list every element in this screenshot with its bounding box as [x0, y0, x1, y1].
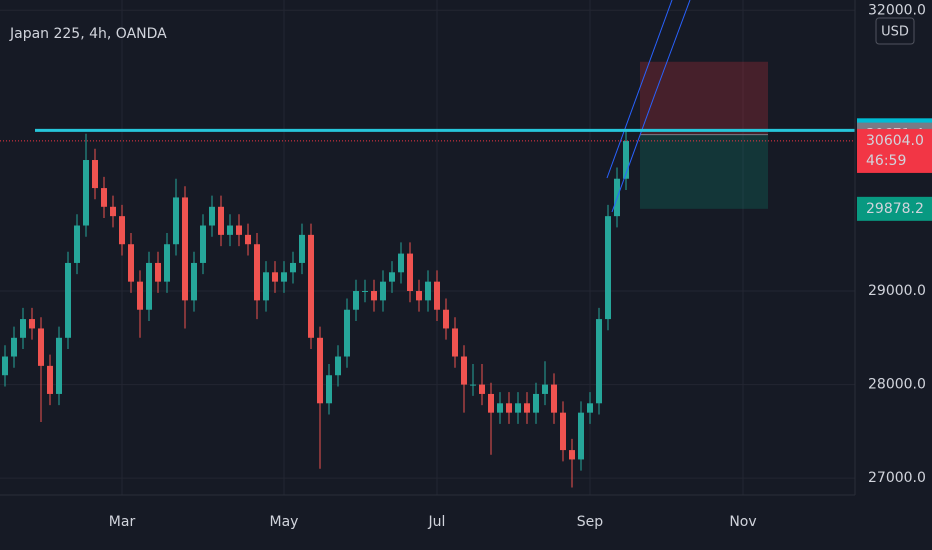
candle-body: [380, 281, 386, 301]
price-label-box: [857, 128, 932, 173]
candle-body: [560, 412, 566, 451]
candle-body: [164, 244, 170, 282]
position: [640, 61, 768, 209]
candle-body: [344, 309, 350, 357]
price-label: 30604.0: [866, 133, 924, 149]
candle-body: [281, 272, 287, 282]
candle-body: [218, 206, 224, 235]
candle-body: [191, 262, 197, 301]
candle-body: [74, 225, 80, 263]
candle-body: [542, 384, 548, 394]
candle-body: [569, 450, 575, 460]
candle-body: [137, 281, 143, 310]
candle-body: [443, 309, 449, 329]
trend-line: [606, 0, 673, 179]
candle-body: [83, 160, 89, 226]
candle-body: [317, 337, 323, 404]
candle-body: [146, 262, 152, 310]
candle-body: [371, 291, 377, 301]
x-tick-label: Nov: [729, 514, 756, 530]
candle-body: [263, 272, 269, 301]
trend-line: [654, 0, 691, 95]
levels: [0, 128, 855, 142]
candle-body: [587, 403, 593, 413]
candle-body: [461, 356, 467, 385]
candle-body: [434, 281, 440, 310]
candle-body: [227, 225, 233, 235]
x-tick-label: Mar: [109, 514, 136, 530]
candle-body: [38, 328, 44, 366]
candle-body: [299, 234, 305, 263]
candle-body: [425, 281, 431, 301]
candle-body: [488, 393, 494, 413]
candle-body: [362, 291, 368, 293]
candle-body: [65, 262, 71, 338]
candle-body: [479, 384, 485, 394]
candle-body: [11, 337, 17, 357]
candle-body: [245, 234, 251, 245]
candle-body: [308, 234, 314, 338]
candles: [2, 130, 629, 488]
candle-body: [578, 412, 584, 460]
candle-body: [596, 319, 602, 404]
candle-body: [506, 403, 512, 413]
candle-body: [389, 272, 395, 282]
candle-body: [110, 206, 116, 217]
stop-zone: [640, 61, 768, 135]
time-axis: [0, 495, 855, 550]
candle-body: [101, 188, 107, 207]
x-tick-label: Jul: [428, 514, 446, 530]
candle-body: [497, 403, 503, 413]
y-tick-label: 32000.0: [868, 2, 926, 18]
candle-body: [290, 262, 296, 273]
y-tick-label: 28000.0: [868, 377, 926, 393]
candle-body: [236, 225, 242, 235]
candle-body: [92, 160, 98, 189]
candle-body: [272, 272, 278, 282]
candle-body: [20, 319, 26, 338]
candle-body: [353, 291, 359, 310]
candle-body: [254, 244, 260, 301]
candle-body: [416, 291, 422, 301]
candle-body: [173, 197, 179, 245]
candle-body: [209, 206, 215, 226]
price-label-box: [857, 196, 932, 221]
currency[interactable]: USD: [881, 25, 909, 40]
candle-body: [128, 244, 134, 282]
y-tick-label: 27000.0: [868, 470, 926, 486]
candle-body: [533, 393, 539, 413]
candle-body: [47, 365, 53, 394]
candle-body: [29, 319, 35, 329]
chart-title: Japan 225, 4h, OANDA: [9, 26, 167, 42]
price-label: 29878.2: [866, 201, 924, 217]
candle-body: [182, 197, 188, 301]
y-tick-label: 29000.0: [868, 283, 926, 299]
candle-body: [2, 356, 8, 376]
candle-body: [200, 225, 206, 263]
candle-body: [326, 375, 332, 404]
x-tick-label: May: [270, 514, 299, 530]
candle-body: [524, 403, 530, 413]
candle-body: [452, 328, 458, 357]
x-tick-label: Sep: [577, 514, 604, 530]
candle-body: [605, 216, 611, 320]
candle-body: [155, 262, 161, 282]
candle-body: [515, 403, 521, 413]
candle-body: [119, 216, 125, 245]
candle-body: [623, 140, 629, 179]
candle-body: [470, 384, 476, 386]
target-zone: [640, 134, 768, 209]
countdown: 46:59: [866, 153, 906, 169]
candle-body: [551, 384, 557, 413]
candle-body: [398, 253, 404, 273]
candle-body: [407, 253, 413, 292]
candle-body: [335, 356, 341, 376]
trend-line: [611, 93, 656, 213]
candle-body: [56, 337, 62, 394]
currency-button[interactable]: [875, 17, 915, 45]
price-axis: [855, 0, 932, 550]
axis-labels: 27000.0 28000.0 29000.0 32000.0 Mar May Jul Sep…: [109, 2, 932, 530]
